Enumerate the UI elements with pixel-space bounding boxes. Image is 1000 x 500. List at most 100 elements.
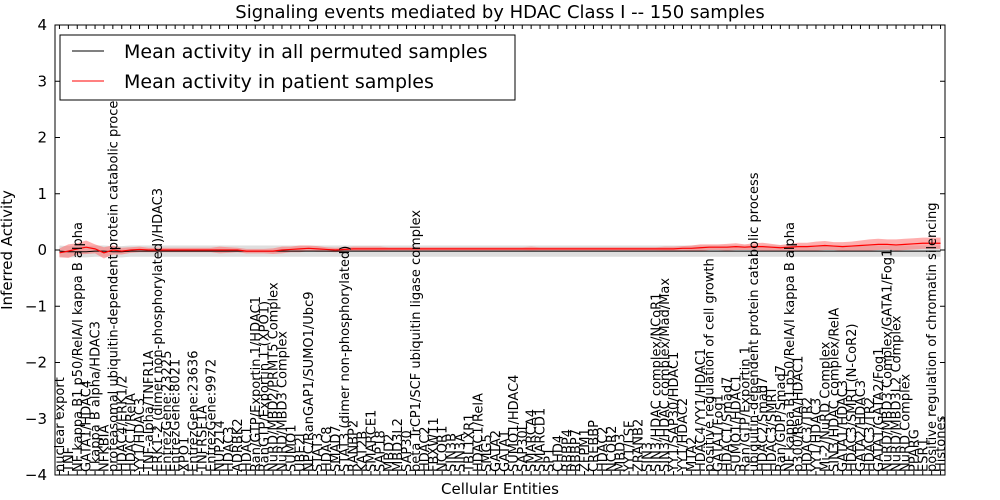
- x-tick-label: MBD3: [614, 434, 629, 472]
- x-tick-label: ubiquitin-dependent protein catabolic pr…: [747, 172, 762, 472]
- x-tick-label: HDAC1: [240, 426, 255, 472]
- y-tick-label: 2: [37, 129, 47, 147]
- y-tick-label: 3: [37, 72, 47, 90]
- x-tick-label: SMARCA4: [525, 409, 540, 472]
- series-line-permuted: [59, 250, 941, 253]
- x-tick-label: CREBBP: [587, 420, 602, 472]
- x-tick-label: positive regulation of cell growth: [703, 258, 718, 472]
- x-tick-label: YY1/HDAC3: [809, 398, 824, 473]
- x-tick-label: SUMO1: [284, 425, 299, 473]
- x-tick-label: YY1/LSF: [623, 420, 638, 473]
- x-tick-label: GATA1: [498, 430, 513, 472]
- x-tick-label: Ran/GTP/Exportin 1/HDAC1: [249, 296, 264, 472]
- x-tick-label: TNF: [62, 447, 77, 473]
- legend: Mean activity in all permuted samples Me…: [59, 34, 516, 101]
- y-tick-label: −4: [25, 466, 47, 484]
- x-tick-label: HDAC4/YY1/HDAC1: [694, 348, 709, 472]
- x-tick-label: HDAC2/Smad7: [756, 377, 771, 472]
- x-tick-label: RANBP2: [347, 420, 362, 472]
- x-axis-label: Cellular Entities: [441, 480, 559, 498]
- x-tick-label: ADRBK2: [231, 418, 246, 472]
- x-tick-label: GATA1/HDAC3: [836, 380, 851, 472]
- x-tick-label: beta TrCP1/SCF ubiquitin ligase complex: [409, 210, 424, 472]
- x-tick-label: p300/RelA/HDAC1: [792, 356, 807, 472]
- x-tick-label: EntrezGene:23225: [160, 351, 175, 472]
- x-tick-label: NFKBIA: [97, 425, 112, 472]
- x-tick-label: XPO1: [178, 437, 193, 472]
- x-tick-label: TBL1XR1: [462, 413, 477, 473]
- legend-box: [59, 34, 516, 101]
- x-tick-label: positive regulation of chromatin silenci…: [925, 202, 940, 472]
- x-tick-label: Histones: [934, 416, 949, 472]
- x-tick-label: TNF-alpha/TNFR1A: [142, 350, 157, 473]
- x-tick-label: NuRD/MBD2/PRMT5 Complex: [267, 282, 282, 472]
- x-tick-label: NF kappa B1 p50/RelA/I kappa B alpha: [783, 222, 798, 472]
- x-tick-label: NCOR2: [605, 426, 620, 472]
- x-tick-label: MBD3L2: [391, 418, 406, 472]
- x-tick-label: HDAC3/SMRT (N-CoR2): [845, 324, 860, 472]
- x-tick-label: NUP214: [213, 420, 228, 472]
- x-tick-label: SUMO1/HDAC4: [507, 375, 522, 472]
- x-tick-label: TNFRSF1A: [195, 405, 210, 473]
- x-tick-label: NuRD/MBD3L2 Complex: [890, 315, 905, 472]
- x-tick-label: NuRD/MBD3 Complex: [275, 331, 290, 472]
- x-tick-label: nuclear export: [53, 377, 68, 472]
- x-tick-label: HDAC2: [418, 426, 433, 472]
- chart-title: Signaling events mediated by HDAC Class …: [235, 2, 764, 23]
- x-tick-label: SAP18: [373, 430, 388, 472]
- x-tick-label: SIN3: [640, 442, 655, 472]
- x-tick-label: SMARCD1: [534, 408, 549, 472]
- x-tick-label: HDAC3/SMRT: [765, 386, 780, 472]
- x-tick-label: HDAC3/TR2: [863, 397, 878, 472]
- x-tick-label: Ran/GTP/Exportin 1: [738, 346, 753, 472]
- x-tick-label: HDAC3/TR2: [801, 397, 816, 472]
- x-tick-label: GATA2: [489, 430, 504, 472]
- x-tick-label: GATA1/HDAC4: [80, 380, 95, 472]
- x-tick-label: STAT3: [311, 433, 326, 472]
- y-tick-label: −1: [25, 297, 47, 315]
- x-tick-label: HDAC3: [222, 426, 237, 472]
- x-tick-label: SMARCE1: [364, 410, 379, 472]
- x-tick-label: SP1: [542, 448, 557, 472]
- x-tick-label: SIN3/HDAC complex/RelA: [827, 308, 842, 472]
- y-tick-label: 4: [37, 16, 47, 34]
- x-tick-label: SIN3A: [453, 433, 468, 472]
- x-tick-label: STAT3 (dimer non-phosphorylated): [338, 246, 353, 472]
- x-tick-label: HDAC1/RelA: [124, 393, 139, 472]
- x-tick-label: MBD2: [382, 434, 397, 472]
- x-tick-label: HDAC8: [320, 426, 335, 472]
- x-tick-label: YY1/HDAC3: [133, 398, 148, 473]
- x-tick-label: ERK1-2 (dimer non-phosphorylated)/HDAC3: [151, 188, 166, 472]
- legend-label-permuted: Mean activity in all permuted samples: [124, 41, 487, 63]
- x-tick-label: SIN3/HDAC complex/Mad/Max: [658, 278, 673, 472]
- x-tick-label: SAP30: [400, 430, 415, 472]
- x-tick-label: SIN3/HDAC complex/NCoR1: [649, 293, 664, 472]
- y-tick-label: −3: [25, 410, 47, 428]
- x-tick-label: RanGTP/Exportin 1 (XPO1): [258, 301, 273, 472]
- x-tick-label: MTA2: [685, 437, 700, 472]
- x-tick-label: HDAC2: [596, 426, 611, 472]
- x-tick-label: Mi-2/NuRD Complex: [818, 341, 833, 472]
- x-tick-label: YY1/HDAC2: [676, 398, 691, 473]
- x-tick-label: ZFPM1: [578, 428, 593, 472]
- x-tick-label: CHD4: [551, 435, 566, 472]
- x-tick-label: HDAC1/Smad7: [720, 377, 735, 472]
- x-tick-label: NPC/RanGAP1/SUMO1/Ubc9: [302, 292, 317, 472]
- y-axis-label: Inferred Activity: [0, 190, 16, 310]
- x-tick-label: SIN3B: [445, 433, 460, 472]
- x-tick-label: EntrezGene:9972: [204, 359, 219, 472]
- x-tick-label: ZRANB2: [631, 419, 646, 472]
- x-tick-label: SMAD7: [329, 425, 344, 472]
- x-tick-label: SAP30L: [516, 422, 531, 472]
- y-tick-label: 1: [37, 185, 47, 203]
- x-tick-label: GATA2/HDAC3: [854, 380, 869, 472]
- series-line-patient: [59, 242, 941, 254]
- x-tick-label: UBE2I: [293, 433, 308, 472]
- x-tick-label: Ran/GDP/Smad7: [774, 365, 789, 472]
- x-tick-label: PPARG: [907, 429, 922, 472]
- y-tick-label: 0: [37, 241, 47, 259]
- x-tick-label: FBXW11: [427, 417, 442, 472]
- x-tick-label: I kappa B alpha/HDAC3: [89, 321, 104, 472]
